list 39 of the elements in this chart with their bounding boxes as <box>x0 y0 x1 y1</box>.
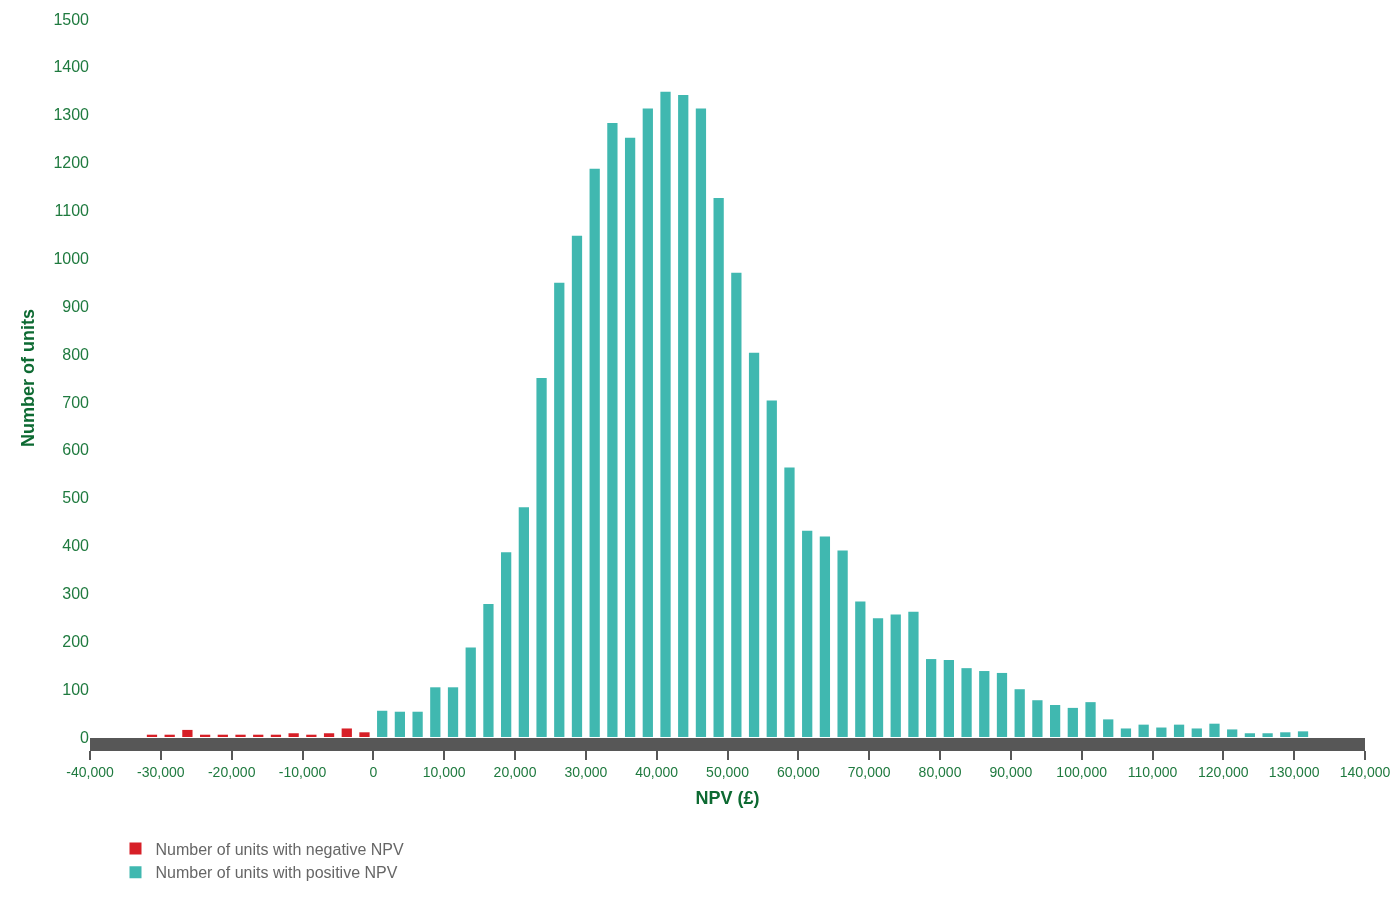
x-axis-title: NPV (£) <box>695 788 760 809</box>
legend-label: Number of units with negative NPV <box>155 840 404 858</box>
y-tick-label: 700 <box>62 393 90 411</box>
x-tick-label: 50,000 <box>706 764 750 781</box>
x-tick-label: -10,000 <box>278 764 327 781</box>
x-tick-label: 40,000 <box>635 764 679 781</box>
legend-label: Number of units with positive NPV <box>155 864 398 882</box>
x-tick-label: 70,000 <box>847 764 891 781</box>
y-tick-label: 1300 <box>53 106 90 124</box>
x-tick-label: -40,000 <box>66 764 114 781</box>
y-tick-label: 200 <box>62 632 90 650</box>
x-tick-label: 100,000 <box>1056 764 1108 781</box>
y-axis-title: Number of units <box>17 309 38 448</box>
x-tick-label: 110,000 <box>1127 764 1178 781</box>
y-tick-label: 600 <box>62 441 90 459</box>
x-tick-label: 60,000 <box>776 764 820 781</box>
y-tick-label: 0 <box>80 728 90 746</box>
x-tick-label: 80,000 <box>918 764 962 781</box>
y-tick-label: 900 <box>62 297 90 315</box>
y-tick-label: 100 <box>62 680 90 698</box>
x-tick-label: 0 <box>369 764 378 781</box>
y-tick-label: 1500 <box>53 10 90 28</box>
y-tick-label: 400 <box>62 537 90 555</box>
x-tick-label: 30,000 <box>564 764 608 781</box>
x-tick-label: 140,000 <box>1339 764 1391 781</box>
y-tick-label: 1000 <box>53 249 90 267</box>
y-tick-label: 1200 <box>53 154 90 172</box>
y-tick-label: 800 <box>62 345 90 363</box>
y-tick-label: 1100 <box>54 202 90 220</box>
x-tick-label: 20,000 <box>493 764 537 781</box>
y-tick-label: 500 <box>62 489 90 507</box>
x-tick-label: 90,000 <box>989 764 1033 781</box>
x-tick-label: -30,000 <box>137 764 185 781</box>
y-tick-label: 300 <box>62 585 90 603</box>
x-tick-label: 10,000 <box>422 764 466 781</box>
x-tick-label: 130,000 <box>1268 764 1320 781</box>
x-tick-label: 120,000 <box>1198 764 1249 781</box>
y-tick-label: 1400 <box>53 58 90 76</box>
x-tick-label: -20,000 <box>207 764 256 781</box>
